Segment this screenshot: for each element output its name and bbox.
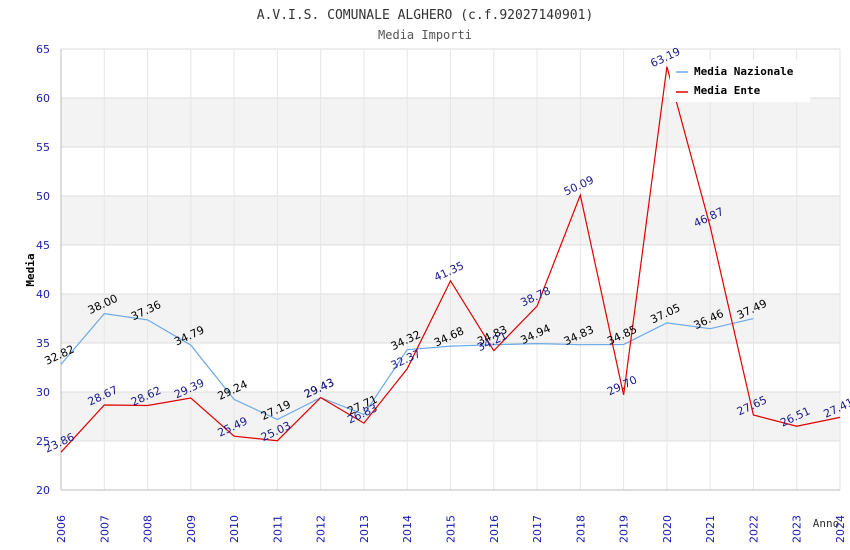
y-tick-label: 45 <box>36 239 50 252</box>
y-tick-label: 30 <box>36 386 50 399</box>
x-tick-label: 2024 <box>834 515 847 543</box>
legend-label-media-ente: Media Ente <box>694 84 761 97</box>
chart-title: A.V.I.S. COMUNALE ALGHERO (c.f.920271409… <box>257 8 594 23</box>
x-tick-labels: 2006 2007 2008 2009 2010 2011 2012 2013 2014 2015… <box>55 515 847 543</box>
x-tick-label: 2009 <box>185 515 198 543</box>
legend: Media Nazionale Media Ente <box>670 60 810 102</box>
legend-box <box>670 60 810 102</box>
axes <box>60 49 840 491</box>
grid-lines <box>60 48 841 491</box>
x-axis-label: Anno <box>813 517 840 530</box>
legend-label-media-nazionale: Media Nazionale <box>694 65 794 78</box>
x-tick-label: 2007 <box>98 515 111 543</box>
x-tick-label: 2021 <box>704 515 717 543</box>
x-tick-label: 2011 <box>271 515 284 543</box>
x-tick-label: 2022 <box>747 515 760 543</box>
x-tick-label: 2019 <box>618 515 631 543</box>
y-tick-label: 60 <box>36 92 50 105</box>
x-tick-label: 2013 <box>358 515 371 543</box>
series-lines <box>60 66 841 453</box>
x-tick-label: 2010 <box>228 515 241 543</box>
y-tick-label: 55 <box>36 141 50 154</box>
y-tick-label: 20 <box>36 484 50 497</box>
x-tick-label: 2014 <box>401 515 414 543</box>
y-tick-label: 65 <box>36 43 50 56</box>
x-tick-label: 2015 <box>445 515 458 543</box>
x-tick-label: 2012 <box>315 515 328 543</box>
y-tick-label: 50 <box>36 190 50 203</box>
x-tick-label: 2006 <box>55 515 68 543</box>
x-tick-label: 2018 <box>574 515 587 543</box>
series-line-media-ente <box>60 66 841 453</box>
chart-subtitle: Media Importi <box>378 28 472 42</box>
y-tick-labels: 20 25 30 35 40 45 50 55 60 65 <box>36 43 50 497</box>
series-line-media-nazionale <box>60 312 754 421</box>
y-tick-label: 35 <box>36 337 50 350</box>
x-tick-label: 2020 <box>661 515 674 543</box>
y-tick-label: 25 <box>36 435 50 448</box>
x-tick-label: 2017 <box>531 515 544 543</box>
x-tick-label: 2008 <box>142 515 155 543</box>
y-tick-label: 40 <box>36 288 50 301</box>
x-tick-label: 2023 <box>791 515 804 543</box>
y-axis-label: Media <box>24 253 37 286</box>
x-tick-label: 2016 <box>488 515 501 543</box>
